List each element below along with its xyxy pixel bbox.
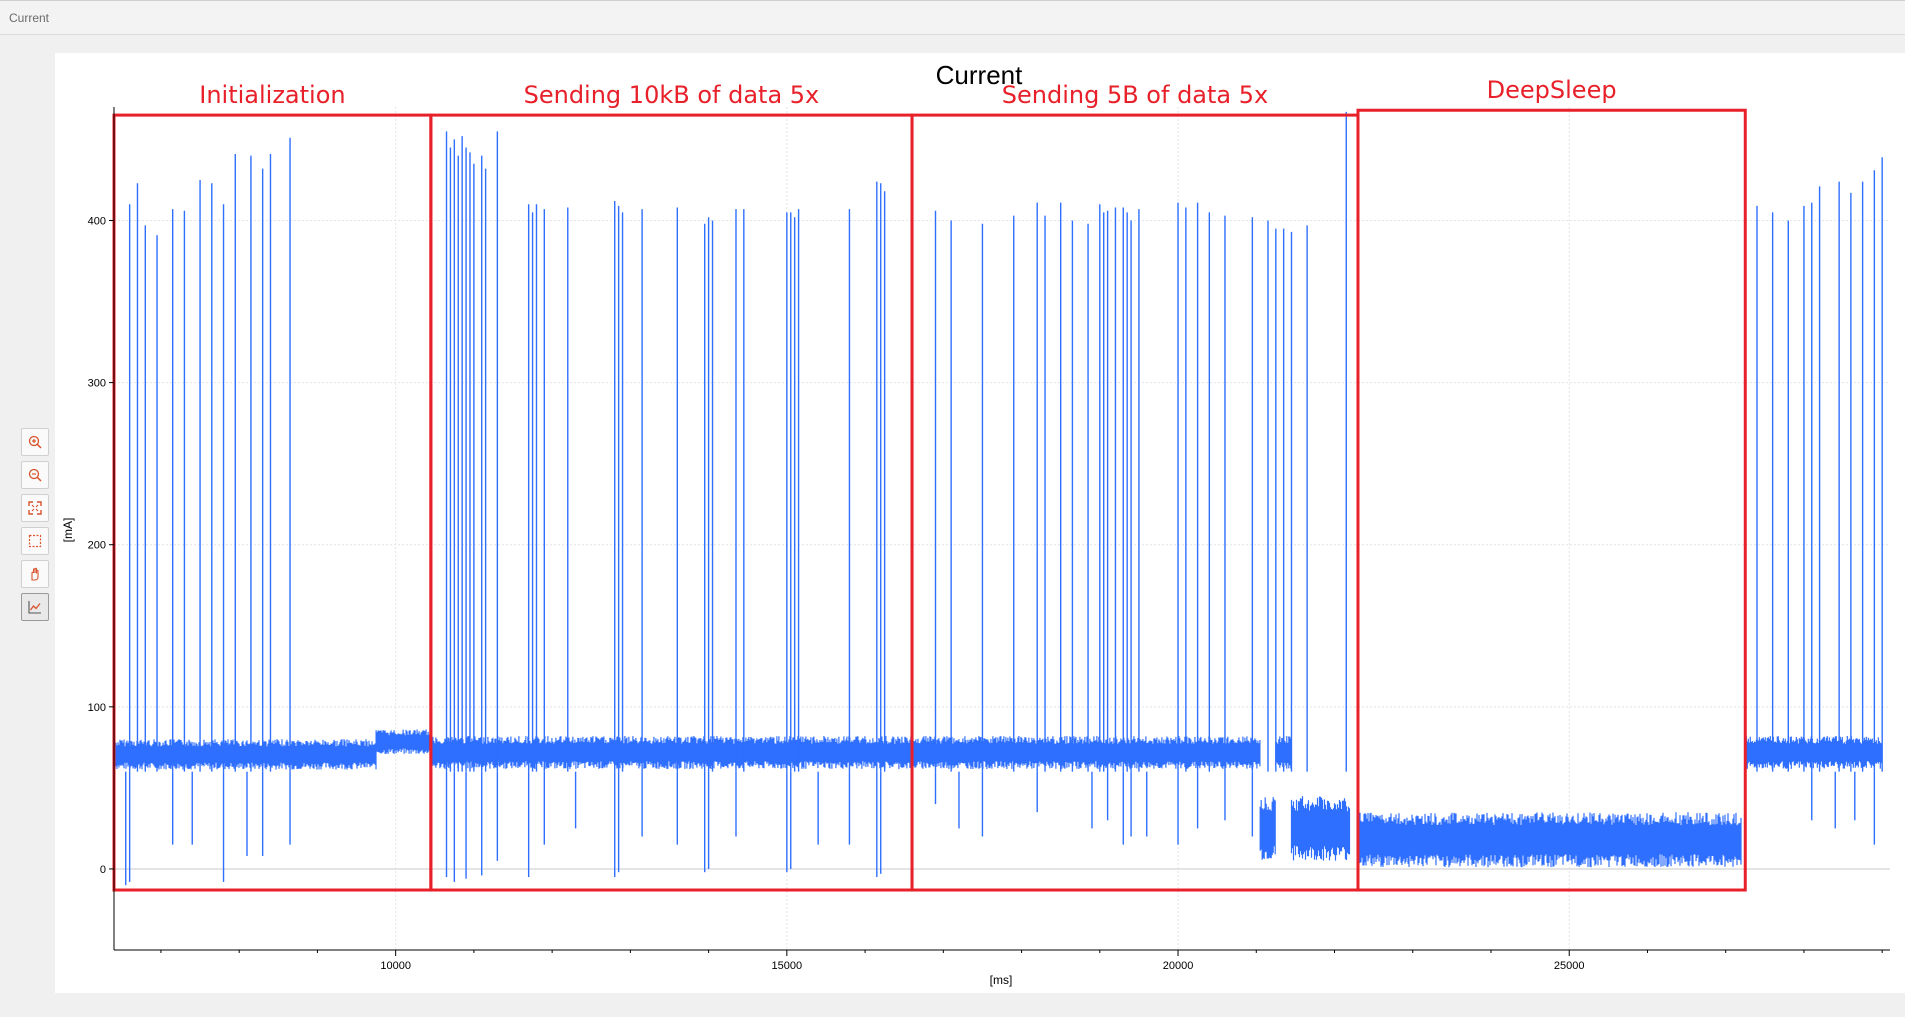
window-titlebar: Current <box>0 0 1905 35</box>
baseline-band <box>1744 736 1882 769</box>
y-tick-label: 200 <box>88 540 106 552</box>
baseline-band <box>113 739 377 770</box>
y-axis-title: [mA] <box>61 518 75 543</box>
annotation-box <box>429 113 914 892</box>
annotation-regions: Initialization Sending 10kB of data 5x Sen… <box>112 76 1747 892</box>
annotation-label: DeepSleep <box>1487 76 1617 104</box>
x-axis-title: [ms] <box>990 973 1013 987</box>
annotation-box <box>112 113 433 892</box>
zoom-out-button[interactable] <box>21 461 49 489</box>
current-trace <box>113 111 1883 886</box>
x-tick-label: 15000 <box>772 960 803 972</box>
y-tick-label: 100 <box>88 702 106 714</box>
baseline-band <box>430 736 1261 770</box>
x-tick-label: 25000 <box>1554 960 1585 972</box>
x-tick-label: 20000 <box>1163 960 1194 972</box>
annotation-box <box>1356 108 1747 892</box>
annotation-label: Initialization <box>199 81 345 109</box>
axes: 0 100 200 300 400 10000 15000 20000 25000 <box>88 107 1890 972</box>
y-tick-label: 400 <box>88 215 106 227</box>
box-zoom-button[interactable] <box>21 527 49 555</box>
annotation-label: Sending 5B of data 5x <box>1002 81 1268 109</box>
y-tick-label: 0 <box>100 864 106 876</box>
chart-mode-button[interactable] <box>21 593 49 621</box>
zoom-in-icon <box>28 435 42 449</box>
baseline-band <box>1290 796 1351 861</box>
y-tick-label: 300 <box>88 378 106 390</box>
zoom-out-icon <box>28 468 42 482</box>
zoom-in-button[interactable] <box>21 428 49 456</box>
window-title: Current <box>9 11 50 25</box>
baseline-band <box>1357 812 1742 868</box>
pan-hand-icon <box>31 567 39 581</box>
chart-line-icon <box>28 601 41 614</box>
fit-to-view-button[interactable] <box>21 494 49 522</box>
box-zoom-icon <box>28 534 42 548</box>
window-top-border <box>0 0 1905 1</box>
x-tick-label: 10000 <box>380 960 411 972</box>
annotation-label: Sending 10kB of data 5x <box>524 81 820 109</box>
pan-button[interactable] <box>21 560 49 588</box>
fit-to-view-icon <box>28 501 42 515</box>
chart-title: Current <box>936 60 1023 90</box>
baseline-band <box>1259 797 1276 860</box>
baseline-band <box>375 729 431 754</box>
chart-toolbar <box>21 428 51 626</box>
